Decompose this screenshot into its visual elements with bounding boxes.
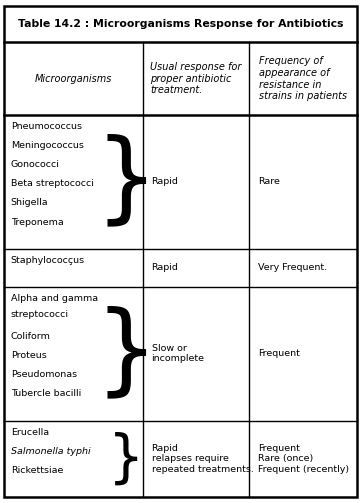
- Text: Slow or
incomplete: Slow or incomplete: [152, 344, 205, 364]
- Text: Rare: Rare: [258, 178, 280, 187]
- Text: Beta streptococci: Beta streptococci: [11, 180, 94, 189]
- Text: }: }: [108, 431, 144, 486]
- Text: Rapid: Rapid: [152, 264, 178, 273]
- Text: Table 14.2 : Microorganisms Response for Antibiotics: Table 14.2 : Microorganisms Response for…: [18, 19, 343, 29]
- Text: Salmonella typhi: Salmonella typhi: [11, 447, 91, 456]
- Text: Tubercle bacilli: Tubercle bacilli: [11, 389, 81, 398]
- Text: Pseudomonas: Pseudomonas: [11, 370, 77, 379]
- Text: Frequent
Rare (once)
Frequent (recently): Frequent Rare (once) Frequent (recently): [258, 444, 349, 474]
- Text: Rapid: Rapid: [152, 178, 178, 187]
- Text: Treponema: Treponema: [11, 218, 64, 226]
- Text: }: }: [95, 133, 158, 230]
- Text: Usual response for
proper antibiotic
treatment.: Usual response for proper antibiotic tre…: [150, 62, 242, 96]
- Text: Staphylococçus: Staphylococçus: [11, 256, 85, 265]
- Text: Microorganisms: Microorganisms: [35, 74, 112, 83]
- Text: Rickettsiae: Rickettsiae: [11, 466, 63, 475]
- Text: Very Frequent.: Very Frequent.: [258, 264, 327, 273]
- Text: streptococci: streptococci: [11, 310, 69, 319]
- Text: }: }: [95, 305, 158, 402]
- Text: Frequency of
appearance of
resistance in
strains in patients: Frequency of appearance of resistance in…: [259, 56, 347, 101]
- Text: Alpha and gamma: Alpha and gamma: [11, 294, 98, 303]
- Text: Erucella: Erucella: [11, 428, 49, 437]
- Text: Coliform: Coliform: [11, 332, 51, 341]
- Text: Frequent: Frequent: [258, 349, 300, 358]
- Text: Pneumococcus: Pneumococcus: [11, 122, 82, 131]
- Text: Gonococci: Gonococci: [11, 160, 60, 170]
- Text: Meningococcus: Meningococcus: [11, 141, 84, 150]
- Text: Rapid
relapses require
repeated treatments.: Rapid relapses require repeated treatmen…: [152, 444, 253, 474]
- Text: Proteus: Proteus: [11, 351, 47, 360]
- Text: Shigella: Shigella: [11, 199, 48, 208]
